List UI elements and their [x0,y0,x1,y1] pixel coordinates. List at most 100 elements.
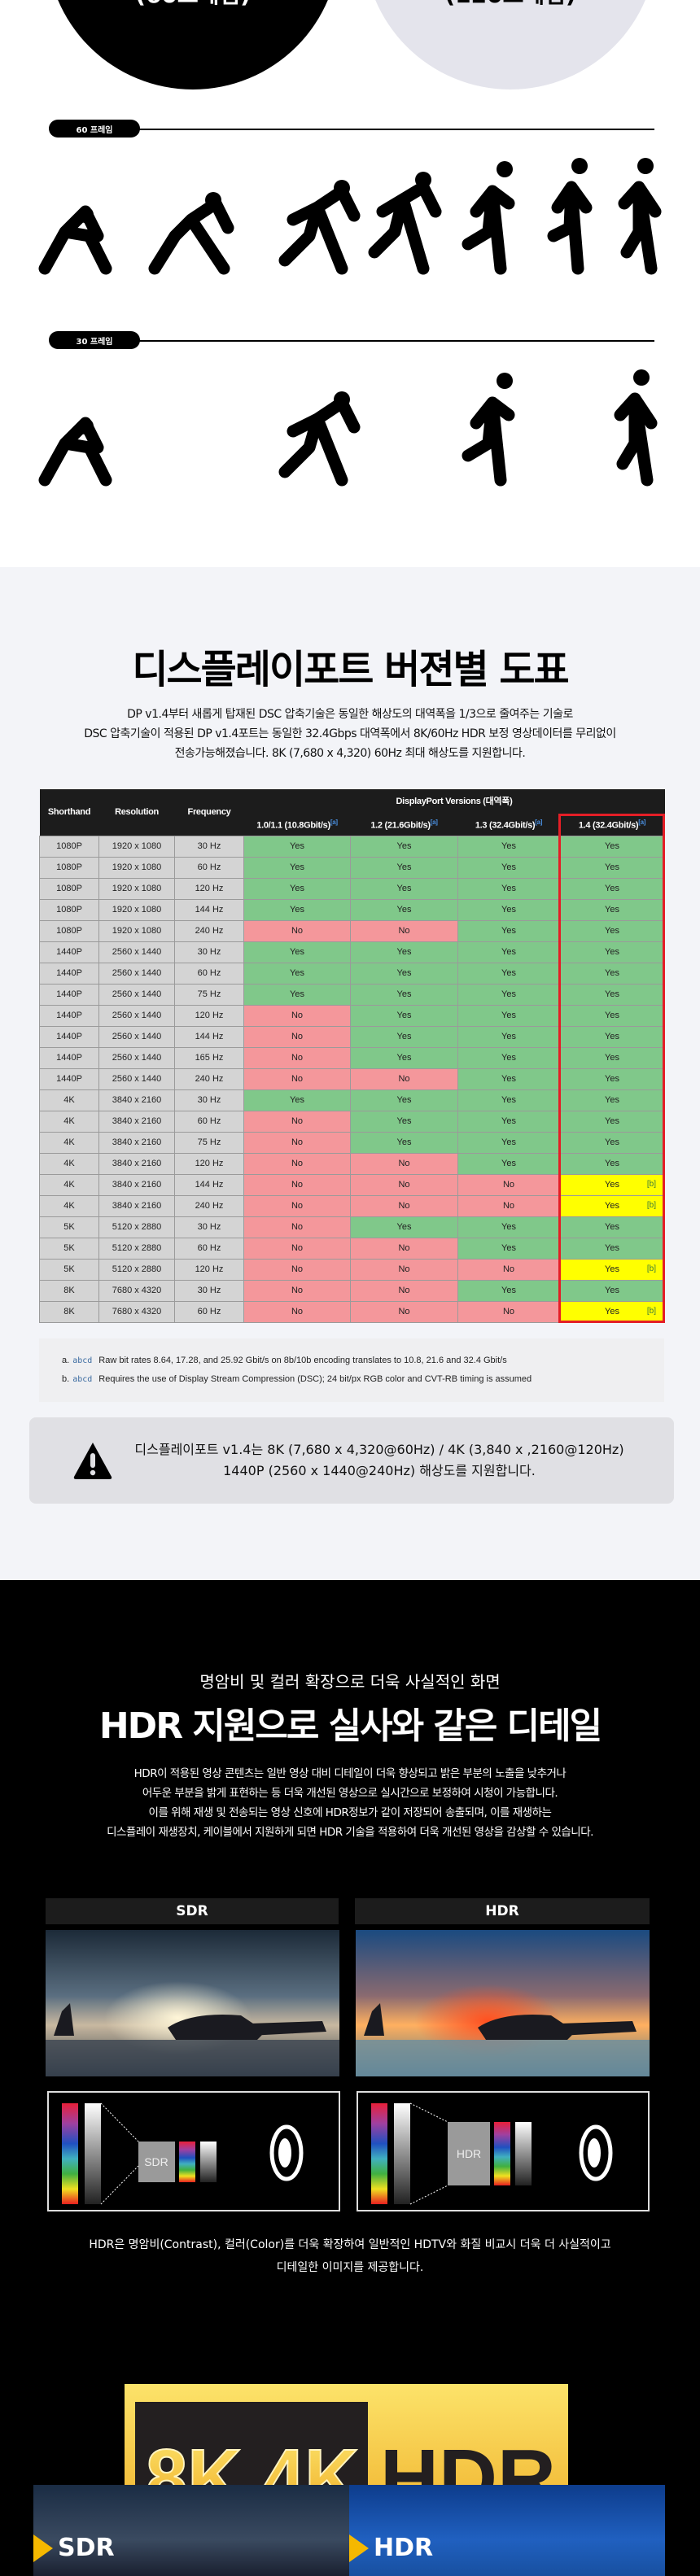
runner-silhouette [547,158,593,275]
warning-line: 1440P (2560 x 1440@240Hz) 해상도를 지원합니다. [223,1463,536,1478]
hdr-line: 디스플레이 재생장치, 케이블에서 지원하게 되면 HDR 기술을 적용하여 더… [107,1826,593,1839]
hdr-subtitle: 명암비 및 컬러 확장으로 더욱 사실적인 화면 [199,1672,501,1692]
support-cell: Yes [559,898,665,921]
circle-label: (120프레임) [444,0,575,10]
support-cell: No [243,1300,351,1323]
frequency-cell: 240 Hz [174,1194,244,1217]
header-dp-versions: DisplayPort Versions (대역폭) [243,789,665,814]
frame-row-label: 30 프레임 [49,331,140,349]
resolution-cell: 2560 x 1440 [98,941,175,963]
table-row: 1440P 2560 x 1440 144 Hz No Yes Yes Yes [39,1025,665,1048]
support-cell: No [243,1004,351,1027]
warning-line: 디스플레이포트 v1.4는 8K (7,680 x 4,320@60Hz) / … [134,1442,624,1457]
support-cell: No [243,1152,351,1175]
support-cell: Yes [457,919,560,942]
support-cell: Yes [559,856,665,879]
sdr-diagram-label: SDR [144,2155,168,2168]
support-cell: Yes [457,962,560,985]
resolution-cell: 1920 x 1080 [98,898,175,921]
support-cell: Yes [457,1025,560,1048]
table-row: 5K 5120 x 2880 120 Hz No No No Yes [b] [39,1258,665,1281]
support-cell: Yes [457,1068,560,1090]
shorthand-cell: 4K [39,1089,99,1111]
runner-silhouette [462,161,515,275]
dp-version-table: Shorthand Resolution Frequency DisplayPo… [39,789,665,1323]
support-cell: No [350,1237,458,1260]
support-cell: Yes [559,1004,665,1027]
frequency-cell: 60 Hz [174,1300,244,1323]
hdr-diagram-label: HDR [457,2147,481,2160]
dp-line: DP v1.4부터 새롭게 탑재된 DSC 압축기술은 동일한 해상도의 대역폭… [127,708,573,721]
shorthand-cell: 8K [39,1300,99,1323]
support-cell: Yes [559,962,665,985]
table-row: 1440P 2560 x 1440 165 Hz No Yes Yes Yes [39,1046,665,1069]
shorthand-cell: 4K [39,1173,99,1196]
table-row: 4K 3840 x 2160 75 Hz No Yes Yes Yes [39,1131,665,1154]
runner-silhouette [38,417,112,487]
support-cell: No [243,1279,351,1302]
play-triangle-icon [33,2534,53,2562]
support-cell: Yes [350,1025,458,1048]
shorthand-cell: 4K [39,1152,99,1175]
shorthand-cell: 4K [39,1194,99,1217]
support-cell: No [243,1194,351,1217]
dp-line: DSC 압축기술이 적용된 DP v1.4포트는 동일한 32.4Gbps 대역… [84,727,616,740]
support-cell: No [350,1300,458,1323]
shorthand-cell: 1440P [39,962,99,985]
support-cell: Yes [350,1131,458,1154]
support-cell: Yes [350,1110,458,1133]
support-cell: Yes [b] [559,1258,665,1281]
shorthand-cell: 1440P [39,1025,99,1048]
frequency-cell: 120 Hz [174,1152,244,1175]
support-cell: Yes [457,1046,560,1069]
support-cell: No [457,1300,560,1323]
shorthand-cell: 1080P [39,856,99,879]
support-cell: Yes [457,1279,560,1302]
table-row: 5K 5120 x 2880 30 Hz No Yes Yes Yes [39,1216,665,1238]
resolution-cell: 2560 x 1440 [98,1004,175,1027]
runner-silhouette [462,373,515,487]
support-cell: Yes [559,1089,665,1111]
support-cell: Yes [559,1131,665,1154]
hdr-title: HDR 지원으로 실사와 같은 디테일 [98,1705,602,1747]
shorthand-cell: 1080P [39,877,99,900]
support-cell: Yes [457,1131,560,1154]
hdr-line: 어두운 부분을 밝게 표현하는 등 더욱 개선된 영상으로 실시간으로 보정하여… [142,1787,558,1800]
support-cell: No [350,919,458,942]
header-v1-3: 1.3 (32.4Gbit/s)[a] [457,814,560,836]
table-row: 1080P 1920 x 1080 240 Hz No No Yes Yes [39,919,665,942]
header-v1-0: 1.0/1.1 (10.8Gbit/s)[a] [243,814,351,836]
support-cell: No [243,1237,351,1260]
dp-description: DP v1.4부터 새롭게 탑재된 DSC 압축기술은 동일한 해상도의 대역폭… [0,705,700,763]
runner-silhouette [614,369,658,487]
support-cell: Yes [457,1089,560,1111]
timeline-line [130,129,654,130]
support-cell: Yes [350,835,458,858]
support-cell: Yes [559,1216,665,1238]
runner-sequence-60 [38,158,662,275]
support-cell: Yes [b] [559,1173,665,1196]
runner-silhouette [618,158,662,275]
sdr-photo [46,1930,339,2076]
support-cell: Yes [b] [559,1194,665,1217]
note-a: a. abcd Raw bit rates 8.64, 17.28, and 25.… [62,1356,507,1365]
resolution-cell: 5120 x 2880 [98,1258,175,1281]
runner-silhouette [38,205,112,275]
support-cell: Yes [559,1025,665,1048]
support-cell: Yes [559,1279,665,1302]
support-cell: Yes [457,983,560,1006]
support-cell: Yes [243,877,351,900]
table-row: 1440P 2560 x 1440 60 Hz Yes Yes Yes Yes [39,962,665,985]
support-cell: No [243,1068,351,1090]
timeline-line [130,340,654,342]
support-cell: Yes [457,877,560,900]
resolution-cell: 2560 x 1440 [98,1068,175,1090]
support-cell: No [350,1152,458,1175]
support-cell: No [243,1216,351,1238]
resolution-cell: 3840 x 2160 [98,1194,175,1217]
shorthand-cell: 5K [39,1237,99,1260]
shorthand-cell: 1080P [39,835,99,858]
frequency-cell: 120 Hz [174,877,244,900]
support-cell: Yes [350,877,458,900]
support-cell: Yes [243,835,351,858]
